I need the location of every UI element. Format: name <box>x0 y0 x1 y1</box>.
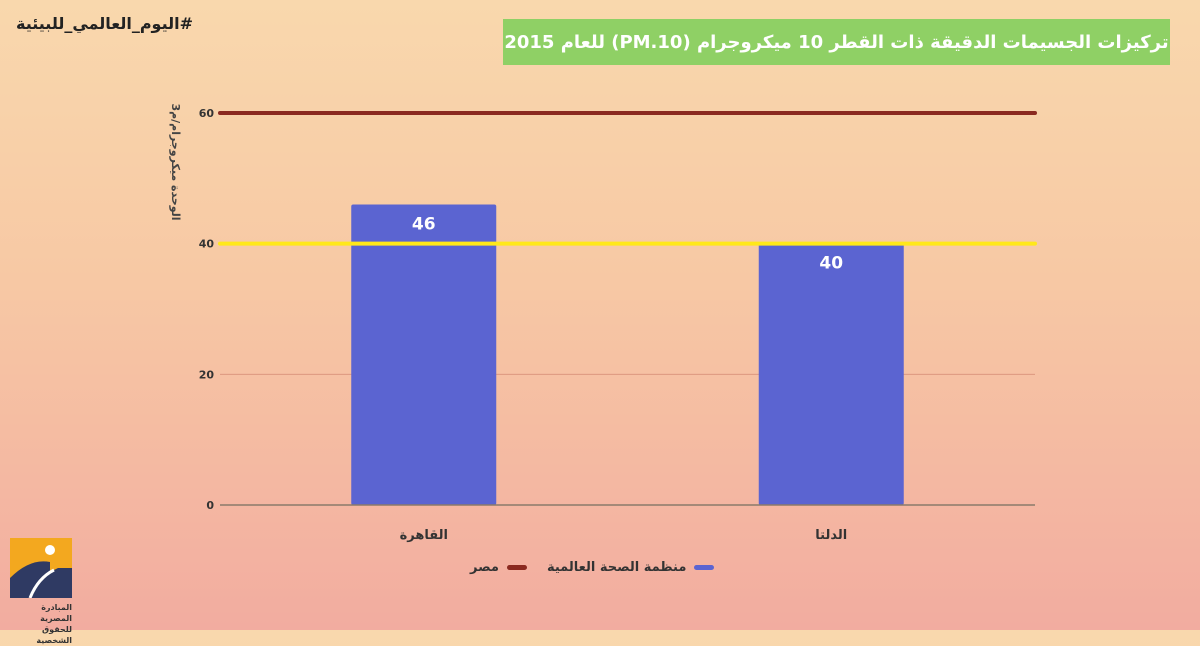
bar-chart: 0 20 40 60 الوحدة ميكروجرام/م3 القاهرة الدلتا 4… <box>169 103 1037 543</box>
chart-legend: منظمة الصحة العالمية مصر <box>470 560 715 575</box>
logo-text-line2: للحقوق الشخصية <box>36 625 72 645</box>
legend-item-who: منظمة الصحة العالمية <box>546 560 715 575</box>
chart-title-box: تركيزات الجسيمات الدقيقة ذات القطر 10 مي… <box>503 19 1170 65</box>
y-tick-label: 60 <box>199 107 215 120</box>
logo-text: المبادرة المصرية للحقوق الشخصية <box>10 602 72 646</box>
x-tick-label: الدلتا <box>815 528 847 543</box>
y-tick-label: 0 <box>206 499 214 512</box>
legend-label-egypt: مصر <box>470 560 499 575</box>
y-tick-label: 20 <box>199 368 215 381</box>
y-axis-label: الوحدة ميكروجرام/م3 <box>169 103 182 220</box>
logo-text-line1: المبادرة المصرية <box>40 603 72 623</box>
y-tick-label: 40 <box>199 238 215 251</box>
legend-swatch-egypt <box>506 565 527 570</box>
data-label: 46 <box>412 214 436 234</box>
legend-item-egypt: مصر <box>470 560 527 575</box>
bar-1 <box>758 243 904 505</box>
legend-swatch-who <box>694 565 715 570</box>
bar-0 <box>351 204 497 505</box>
hashtag-text: #اليوم_العالمي_للبيئية <box>16 14 194 33</box>
data-label: 40 <box>819 254 843 274</box>
chart-title: تركيزات الجسيمات الدقيقة ذات القطر 10 مي… <box>504 31 1169 53</box>
legend-label-who: منظمة الصحة العالمية <box>546 560 687 575</box>
x-tick-label: القاهرة <box>400 528 448 543</box>
logo-mark-icon <box>10 538 72 598</box>
